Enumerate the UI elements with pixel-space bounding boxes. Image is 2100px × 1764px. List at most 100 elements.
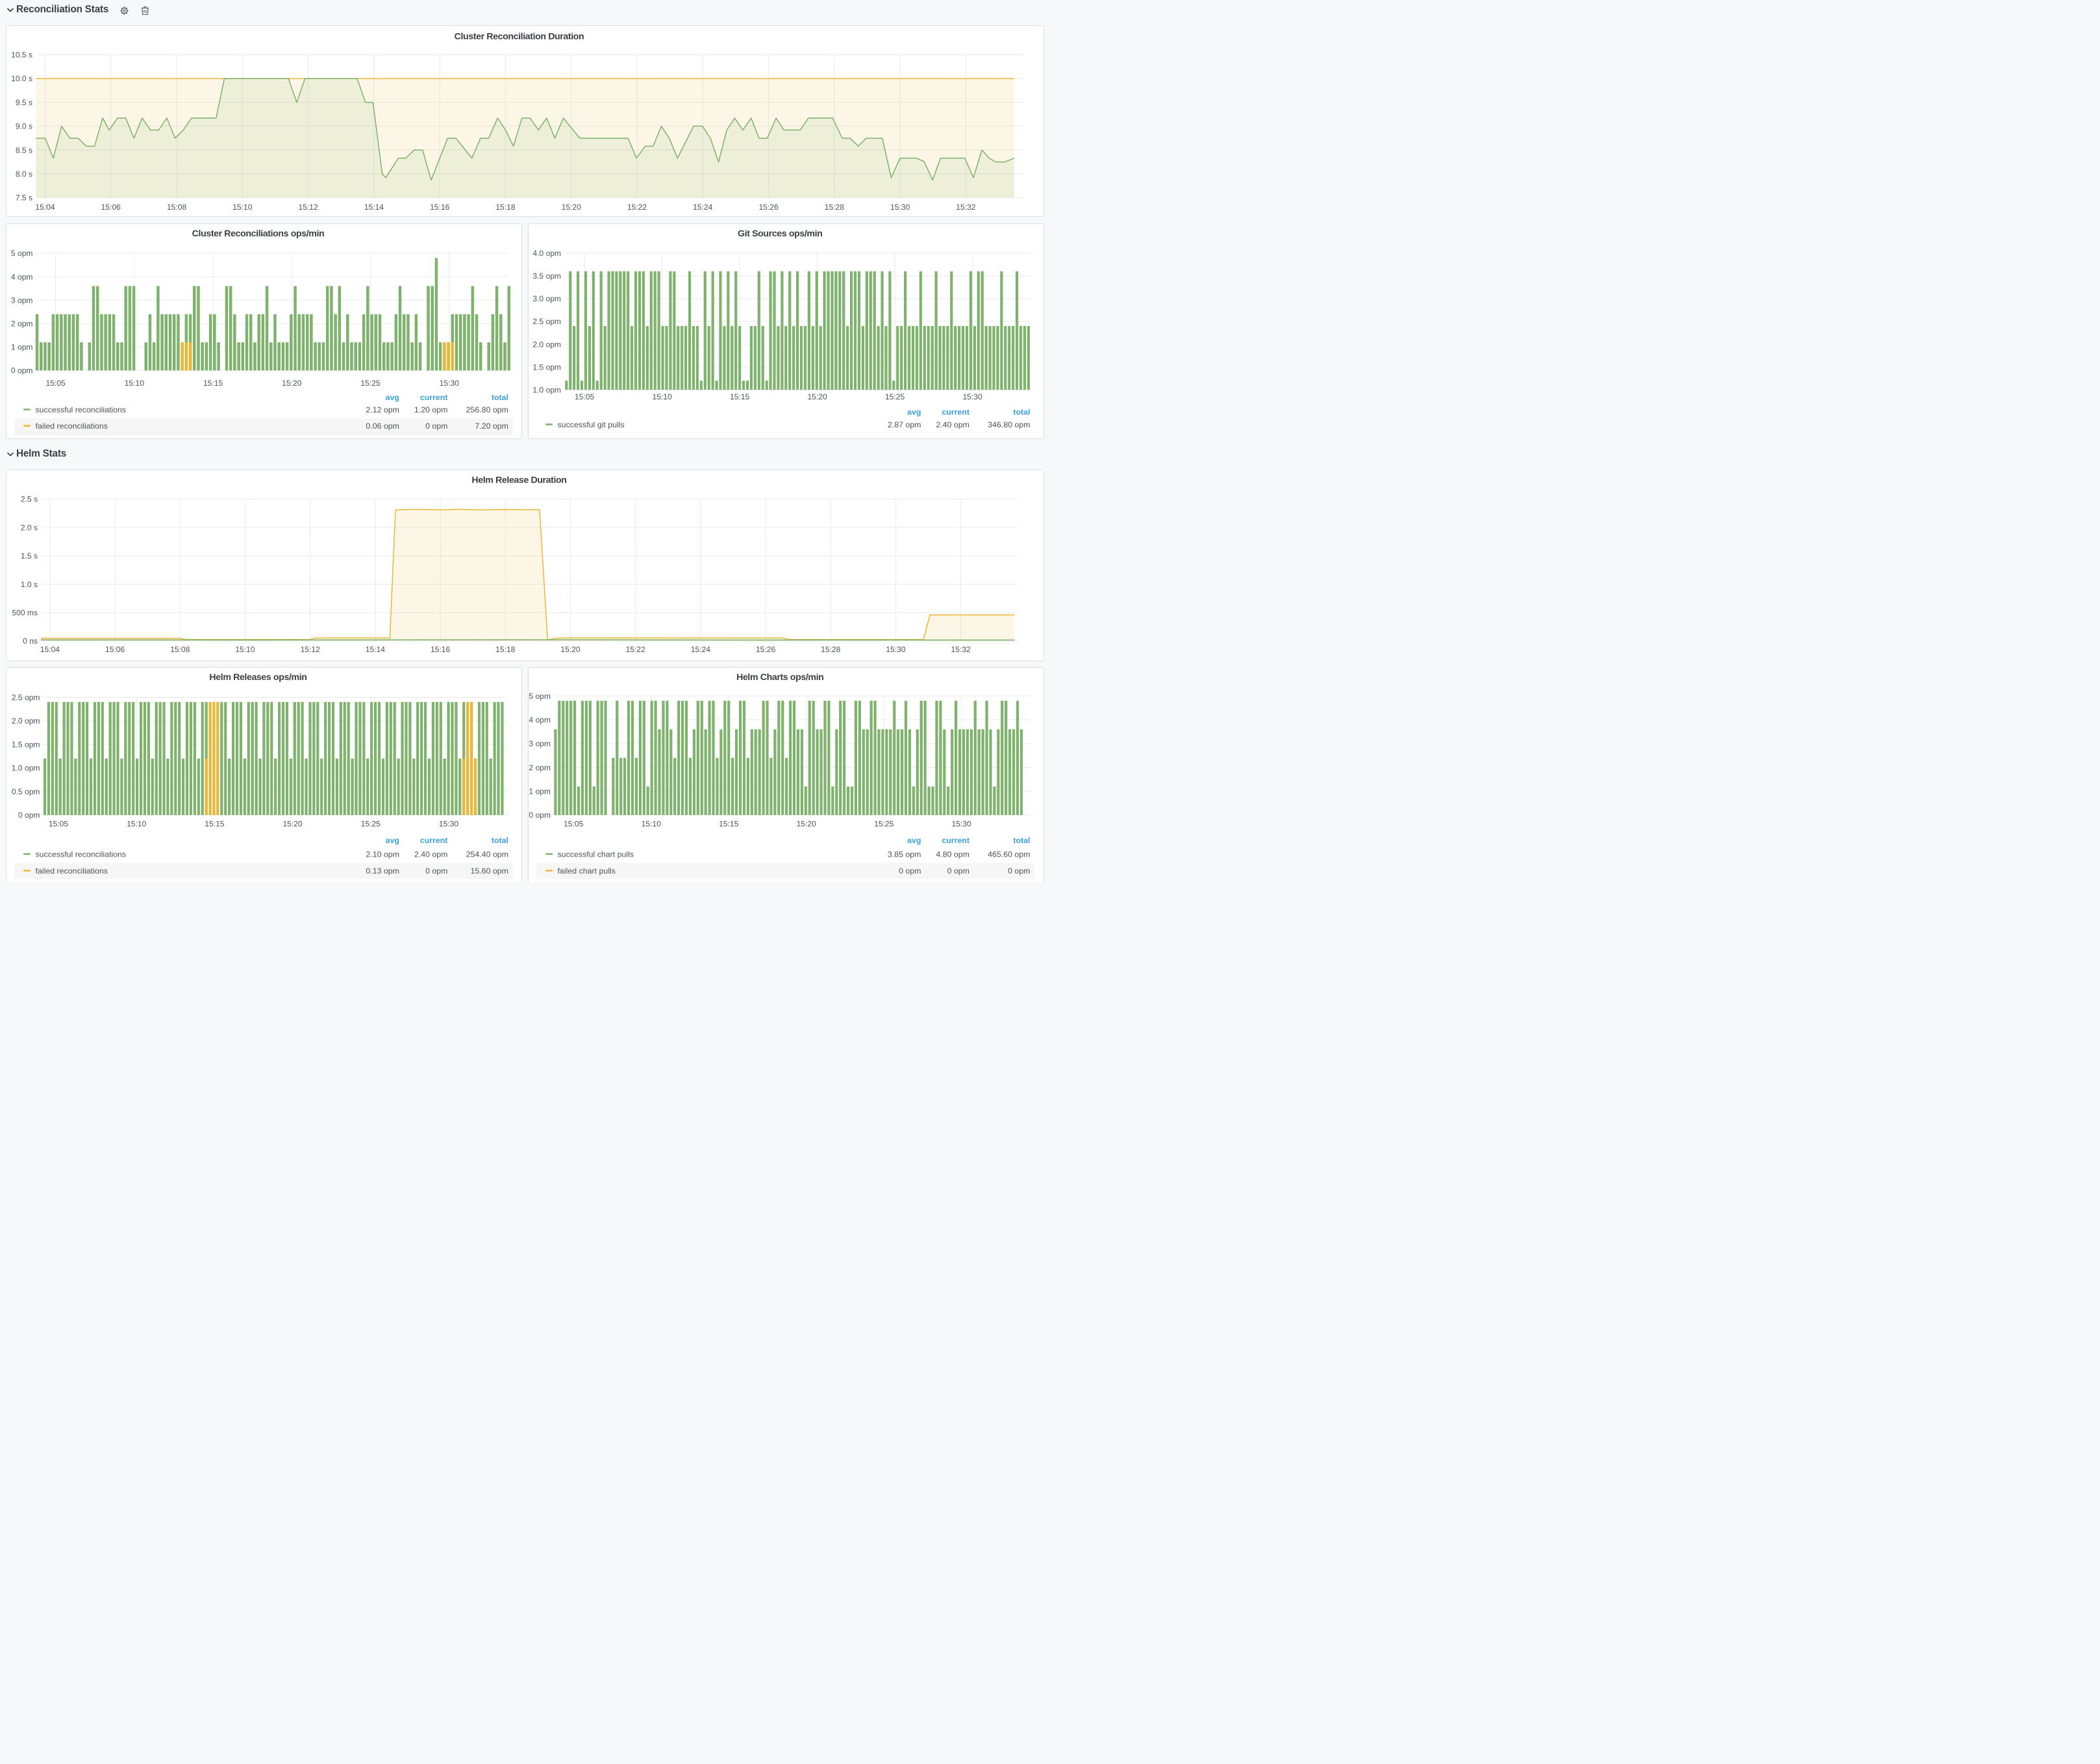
svg-text:15:14: 15:14 xyxy=(365,645,385,654)
svg-text:256.80 opm: 256.80 opm xyxy=(466,405,508,414)
svg-text:current: current xyxy=(942,407,969,416)
svg-text:2.12 opm: 2.12 opm xyxy=(366,405,399,414)
svg-text:3 opm: 3 opm xyxy=(10,296,32,305)
svg-text:0 opm: 0 opm xyxy=(425,422,447,431)
svg-text:Helm Charts ops/min: Helm Charts ops/min xyxy=(736,672,823,683)
svg-text:2.87 opm: 2.87 opm xyxy=(888,420,921,429)
svg-text:15:20: 15:20 xyxy=(560,645,581,654)
svg-text:15:16: 15:16 xyxy=(430,203,450,212)
svg-text:successful chart pulls: successful chart pulls xyxy=(558,850,634,859)
svg-text:successful reconciliations: successful reconciliations xyxy=(35,850,126,859)
svg-text:Helm Release Duration: Helm Release Duration xyxy=(471,475,566,486)
svg-text:failed reconciliations: failed reconciliations xyxy=(35,866,107,876)
svg-text:15:20: 15:20 xyxy=(797,820,817,829)
svg-text:9.5 s: 9.5 s xyxy=(15,98,32,107)
svg-text:successful reconciliations: successful reconciliations xyxy=(35,405,126,414)
svg-text:15:12: 15:12 xyxy=(298,203,318,212)
svg-text:0 opm: 0 opm xyxy=(18,811,40,820)
svg-text:Git Sources ops/min: Git Sources ops/min xyxy=(738,229,822,239)
svg-text:15:15: 15:15 xyxy=(205,820,225,829)
svg-text:3 opm: 3 opm xyxy=(529,740,551,749)
svg-text:failed chart pulls: failed chart pulls xyxy=(558,866,616,876)
svg-text:4.0 opm: 4.0 opm xyxy=(532,248,561,257)
svg-text:3.85 opm: 3.85 opm xyxy=(888,850,921,859)
svg-text:2.0 s: 2.0 s xyxy=(20,523,37,533)
svg-text:15:18: 15:18 xyxy=(495,645,516,654)
svg-text:15:06: 15:06 xyxy=(105,645,125,654)
svg-text:2.10 opm: 2.10 opm xyxy=(366,850,399,859)
svg-text:15:32: 15:32 xyxy=(951,645,971,654)
svg-text:15:05: 15:05 xyxy=(575,392,595,401)
svg-text:15:15: 15:15 xyxy=(730,392,750,401)
svg-text:5 opm: 5 opm xyxy=(10,249,32,258)
svg-text:4 opm: 4 opm xyxy=(529,716,551,725)
svg-text:15:20: 15:20 xyxy=(561,203,581,212)
svg-text:1.0 opm: 1.0 opm xyxy=(11,764,40,773)
svg-text:15:16: 15:16 xyxy=(430,645,450,654)
svg-text:total: total xyxy=(1013,837,1030,846)
svg-text:0.13 opm: 0.13 opm xyxy=(366,866,399,876)
svg-text:10.5 s: 10.5 s xyxy=(11,51,32,60)
svg-text:avg: avg xyxy=(385,837,399,846)
svg-text:1.5 opm: 1.5 opm xyxy=(11,740,40,750)
svg-text:2 opm: 2 opm xyxy=(529,763,551,772)
svg-text:10.0 s: 10.0 s xyxy=(11,74,32,83)
svg-text:15:04: 15:04 xyxy=(35,203,55,212)
svg-text:1.5 opm: 1.5 opm xyxy=(532,362,561,372)
svg-text:15:10: 15:10 xyxy=(124,379,144,388)
svg-text:0 opm: 0 opm xyxy=(10,366,32,375)
svg-text:500 ms: 500 ms xyxy=(12,609,38,618)
svg-text:15:26: 15:26 xyxy=(758,203,779,212)
svg-text:15:30: 15:30 xyxy=(438,820,458,829)
svg-text:15:24: 15:24 xyxy=(690,645,710,654)
svg-text:0 opm: 0 opm xyxy=(899,866,921,876)
svg-text:15:10: 15:10 xyxy=(127,820,147,829)
svg-text:3.0 opm: 3.0 opm xyxy=(532,294,561,303)
svg-text:1 opm: 1 opm xyxy=(529,787,551,796)
svg-text:1.0 opm: 1.0 opm xyxy=(532,385,561,394)
svg-text:15:25: 15:25 xyxy=(360,379,381,388)
svg-text:15:20: 15:20 xyxy=(282,379,302,388)
svg-text:15:14: 15:14 xyxy=(364,203,384,212)
svg-text:15:10: 15:10 xyxy=(232,203,253,212)
svg-text:Cluster Reconciliations ops/mi: Cluster Reconciliations ops/min xyxy=(192,229,324,239)
svg-text:current: current xyxy=(419,392,447,401)
svg-text:15:26: 15:26 xyxy=(755,645,775,654)
svg-text:2.0 opm: 2.0 opm xyxy=(532,340,561,349)
svg-text:15:06: 15:06 xyxy=(101,203,121,212)
svg-text:7.20 opm: 7.20 opm xyxy=(475,422,508,431)
svg-text:15:15: 15:15 xyxy=(203,379,223,388)
svg-text:15:28: 15:28 xyxy=(821,645,841,654)
svg-text:3.5 opm: 3.5 opm xyxy=(532,271,561,281)
svg-text:Helm Releases ops/min: Helm Releases ops/min xyxy=(209,672,306,683)
svg-text:15:25: 15:25 xyxy=(874,820,894,829)
svg-text:total: total xyxy=(1013,407,1030,416)
svg-text:15:30: 15:30 xyxy=(886,645,906,654)
svg-text:4.80 opm: 4.80 opm xyxy=(936,850,969,859)
svg-text:15:12: 15:12 xyxy=(300,645,320,654)
svg-text:15:30: 15:30 xyxy=(890,203,910,212)
svg-text:15:15: 15:15 xyxy=(719,820,739,829)
svg-text:15:28: 15:28 xyxy=(824,203,844,212)
svg-text:15:30: 15:30 xyxy=(439,379,459,388)
svg-text:0.06 opm: 0.06 opm xyxy=(366,422,399,431)
svg-text:2.5 opm: 2.5 opm xyxy=(532,317,561,326)
svg-text:8.0 s: 8.0 s xyxy=(15,170,32,179)
svg-text:15:18: 15:18 xyxy=(495,203,516,212)
svg-text:5 opm: 5 opm xyxy=(529,692,551,701)
svg-text:15:30: 15:30 xyxy=(962,392,982,401)
svg-text:avg: avg xyxy=(907,837,921,846)
svg-text:2.0 opm: 2.0 opm xyxy=(11,717,40,726)
svg-text:1 opm: 1 opm xyxy=(10,342,32,351)
svg-text:15:25: 15:25 xyxy=(360,820,381,829)
svg-text:15:10: 15:10 xyxy=(235,645,255,654)
svg-text:0 ns: 0 ns xyxy=(23,636,38,646)
svg-text:15:10: 15:10 xyxy=(642,820,662,829)
svg-text:9.0 s: 9.0 s xyxy=(15,122,32,131)
svg-text:15:05: 15:05 xyxy=(564,820,584,829)
svg-text:0 opm: 0 opm xyxy=(947,866,969,876)
svg-text:2.5 opm: 2.5 opm xyxy=(11,693,40,702)
svg-text:0 opm: 0 opm xyxy=(1008,866,1030,876)
svg-text:15:24: 15:24 xyxy=(693,203,713,212)
svg-text:15:08: 15:08 xyxy=(166,203,186,212)
